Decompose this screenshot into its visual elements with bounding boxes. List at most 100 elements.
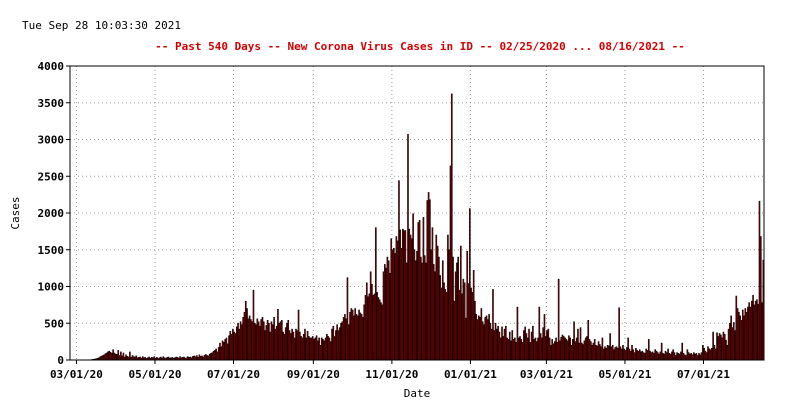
- bar: [421, 262, 423, 361]
- bar: [246, 308, 248, 361]
- bar: [664, 350, 667, 361]
- bar: [104, 353, 107, 361]
- bar: [525, 333, 528, 361]
- bar: [489, 322, 492, 361]
- bar: [467, 283, 470, 361]
- bar: [599, 344, 601, 361]
- bar: [569, 337, 572, 361]
- bar: [687, 352, 690, 361]
- bar: [581, 342, 583, 361]
- bar: [336, 324, 338, 361]
- bar: [750, 300, 753, 361]
- bar: [462, 278, 465, 361]
- bar: [578, 342, 581, 361]
- bar: [367, 296, 369, 361]
- bar: [201, 355, 203, 361]
- bar: [252, 289, 255, 361]
- bar: [477, 315, 480, 361]
- bar: [234, 333, 237, 361]
- bar: [624, 350, 627, 361]
- bar: [223, 342, 225, 361]
- bar: [510, 340, 512, 361]
- bar: [694, 353, 696, 361]
- bar: [431, 227, 434, 361]
- y-axis-label: Cases: [9, 196, 22, 229]
- bar: [384, 264, 386, 361]
- bar: [614, 347, 617, 361]
- bar: [502, 336, 505, 361]
- bar: [577, 328, 579, 361]
- bar: [613, 349, 615, 361]
- bar: [601, 337, 604, 361]
- bar: [237, 322, 239, 361]
- bar: [449, 165, 452, 361]
- bar: [498, 331, 501, 361]
- bar: [488, 314, 490, 361]
- bar: [704, 350, 707, 361]
- bar: [211, 352, 214, 361]
- bar: [402, 228, 404, 361]
- bar: [528, 328, 530, 361]
- bar: [615, 346, 618, 361]
- bar: [301, 337, 304, 361]
- bar: [557, 278, 560, 361]
- bar: [618, 307, 620, 361]
- bar: [678, 353, 681, 361]
- bar: [257, 321, 260, 361]
- bar: [485, 315, 488, 361]
- bar: [457, 256, 460, 361]
- bar: [680, 351, 682, 361]
- bar: [497, 325, 499, 361]
- bar: [533, 339, 535, 361]
- bar: [516, 306, 519, 361]
- bar: [559, 340, 561, 361]
- bar: [492, 289, 494, 361]
- bar: [583, 340, 586, 361]
- bar: [305, 337, 308, 361]
- bar: [689, 353, 691, 361]
- bar: [520, 339, 523, 361]
- bar: [453, 300, 456, 361]
- bar: [658, 353, 660, 361]
- bar: [629, 350, 632, 361]
- bar: [371, 283, 373, 361]
- bar: [122, 352, 125, 361]
- x-tick-label: 05/01/21: [598, 368, 651, 381]
- bar: [529, 342, 532, 361]
- bar: [354, 308, 357, 361]
- bar: [745, 311, 748, 361]
- bar: [445, 292, 448, 361]
- bar: [229, 331, 232, 361]
- bar: [103, 354, 105, 361]
- bar: [290, 333, 292, 361]
- bar: [400, 247, 403, 361]
- bar: [292, 331, 295, 361]
- bar: [565, 339, 568, 361]
- bar: [662, 353, 664, 361]
- bar: [332, 325, 335, 361]
- bar: [411, 238, 413, 361]
- bar: [416, 250, 418, 361]
- bar: [327, 336, 329, 361]
- bar: [702, 344, 704, 361]
- bar: [757, 303, 760, 361]
- bar: [641, 350, 644, 361]
- bar: [313, 339, 315, 361]
- bar: [378, 299, 381, 361]
- bar: [450, 93, 453, 361]
- bar: [541, 337, 543, 361]
- bar: [273, 317, 275, 361]
- bar: [468, 208, 471, 361]
- bar: [452, 256, 454, 361]
- bar: [112, 349, 114, 361]
- bar: [548, 337, 551, 361]
- bar: [761, 302, 763, 361]
- bar: [608, 345, 610, 361]
- bar: [626, 347, 628, 361]
- bar: [268, 322, 270, 361]
- bar: [326, 333, 328, 361]
- bar: [481, 321, 484, 361]
- bar: [358, 309, 360, 361]
- x-tick-label: 07/01/20: [207, 368, 260, 381]
- bar: [713, 344, 716, 361]
